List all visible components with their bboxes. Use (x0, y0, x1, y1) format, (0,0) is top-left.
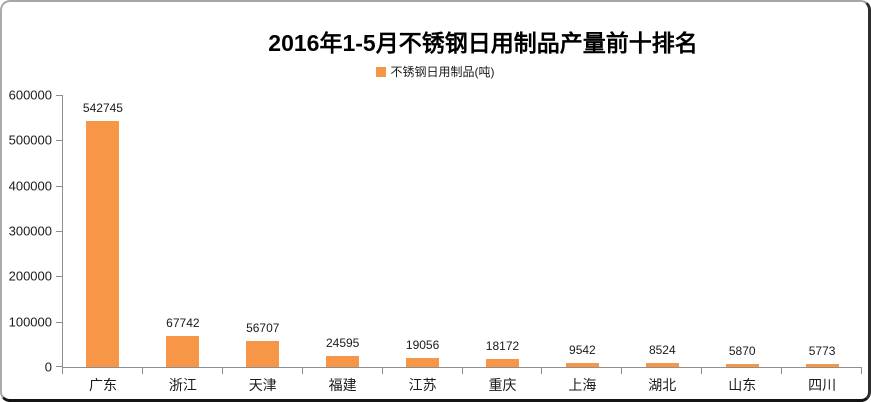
bar-value-label: 67742 (166, 316, 200, 331)
x-axis-category-label: 福建 (328, 377, 357, 393)
bar (725, 364, 759, 367)
x-axis-category-label: 山东 (728, 377, 757, 393)
x-axis-category-label: 天津 (248, 377, 277, 393)
y-axis-tick-label: 0 (44, 359, 52, 375)
category-0: 542745 广东 (63, 95, 143, 393)
x-axis-tick (381, 368, 383, 374)
y-axis-tick-label: 500000 (8, 132, 52, 148)
y-axis-tick (56, 95, 62, 96)
chart-title: 2016年1-5月不锈钢日用制品产量前十排名 (268, 30, 698, 56)
bar (406, 358, 440, 367)
bar-value-label: 19056 (405, 338, 440, 353)
legend-swatch-icon (375, 66, 386, 77)
bar-value-label: 5870 (728, 344, 756, 359)
y-axis-tick-label: 400000 (8, 178, 52, 194)
y-axis-tick (56, 366, 62, 367)
x-axis-tick (621, 368, 623, 374)
bar (565, 362, 599, 367)
x-axis-category-label: 四川 (808, 377, 837, 393)
bar-value-label: 5773 (808, 344, 836, 359)
category-5: 18172 重庆 (463, 95, 543, 393)
x-axis-tick (141, 368, 143, 374)
category-6: 9542 上海 (542, 95, 622, 393)
bar-value-label: 56707 (246, 321, 280, 336)
x-axis-tick (861, 368, 862, 374)
bar (86, 120, 120, 367)
x-axis-tick (541, 368, 543, 374)
y-axis-labels: 0 100000 200000 300000 400000 500000 600000 (2, 88, 52, 375)
y-axis-tick-label: 200000 (8, 268, 52, 284)
x-axis-tick (781, 368, 783, 374)
category-4: 19056 江苏 (383, 95, 463, 393)
category-1: 67742 浙江 (143, 95, 223, 393)
y-axis-tick-label: 100000 (8, 314, 52, 330)
category-8: 5870 山东 (702, 95, 782, 393)
y-axis-tick-label: 600000 (8, 87, 52, 103)
bar (645, 363, 679, 367)
y-axis-tick (56, 185, 62, 187)
category-3: 24595 福建 (303, 95, 383, 393)
legend-label: 不锈钢日用制品(吨) (390, 65, 495, 79)
bar (485, 358, 519, 367)
x-axis-tick (62, 368, 63, 374)
x-axis-tick (301, 368, 303, 374)
category-7: 8524 湖北 (622, 95, 702, 393)
plot-area: 542745 广东 67742 浙江 56707 天津 24595 福建 19056 江苏 1817… (56, 95, 862, 393)
category-2: 56707 天津 (223, 95, 303, 393)
x-axis-category-label: 广东 (88, 377, 117, 393)
y-axis-tick (56, 231, 62, 232)
x-axis-category-label: 湖北 (648, 377, 677, 393)
y-axis-tick (56, 140, 62, 142)
y-axis-tick (56, 276, 62, 278)
x-axis-category-label: 浙江 (168, 377, 197, 393)
bar (326, 355, 360, 367)
x-axis-category-label: 江苏 (408, 377, 437, 393)
bar (166, 336, 200, 367)
bar-value-label: 9542 (569, 342, 596, 357)
category-9: 5773 四川 (782, 95, 862, 393)
bar-value-label: 24595 (325, 335, 360, 350)
bar-value-label: 8524 (648, 343, 676, 358)
x-axis-category-label: 重庆 (488, 377, 517, 393)
bar-value-label: 18172 (485, 338, 520, 353)
bar (246, 341, 280, 367)
x-axis-tick (461, 368, 463, 374)
x-axis-category-label: 上海 (568, 377, 597, 393)
x-axis-tick (701, 368, 703, 374)
y-axis-tick-label: 300000 (8, 223, 52, 239)
x-axis-tick (221, 368, 223, 374)
legend: 不锈钢日用制品(吨) (2, 63, 868, 80)
bar-value-label: 542745 (82, 100, 123, 115)
y-axis-tick (56, 321, 62, 323)
bar (805, 364, 839, 367)
